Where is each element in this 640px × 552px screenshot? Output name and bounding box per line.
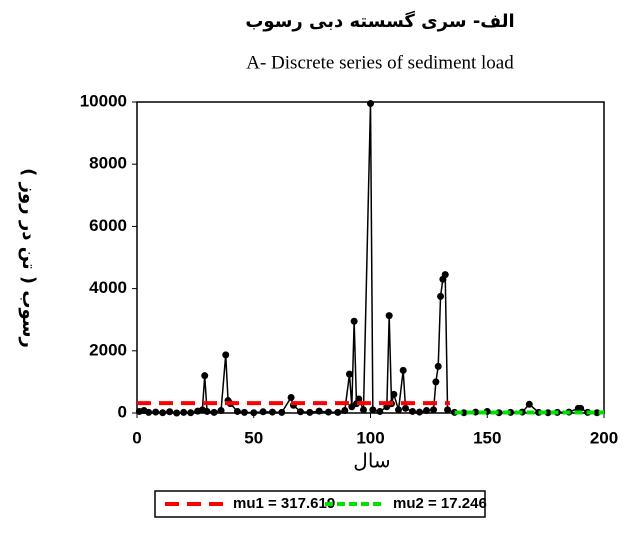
point [367, 100, 374, 108]
point [268, 408, 276, 416]
point [222, 351, 230, 359]
point [434, 362, 442, 370]
series-line [139, 103, 598, 414]
point [217, 407, 225, 415]
legend-box [154, 490, 486, 518]
legend-label: mu2 = 17.246 [393, 495, 487, 512]
point [159, 409, 167, 417]
point [409, 407, 417, 415]
point [399, 366, 407, 374]
point [350, 317, 358, 325]
x-tick-label: 0 [132, 428, 141, 447]
chart-subtitle: A- Discrete series of sediment load [246, 52, 514, 73]
point [259, 408, 267, 416]
point [395, 406, 403, 414]
point [315, 407, 323, 415]
point [278, 408, 286, 416]
y-tick-label: 10000 [80, 91, 127, 110]
x-tick-label: 50 [244, 428, 263, 447]
x-tick-label: 150 [473, 428, 501, 447]
legend-label: mu1 = 317.619 [233, 495, 335, 512]
point [240, 408, 248, 416]
point [359, 406, 367, 414]
point [250, 409, 258, 417]
point [444, 406, 452, 414]
point [577, 404, 585, 412]
y-tick-label: 8000 [89, 154, 127, 173]
y-tick-label: 4000 [89, 278, 127, 297]
y-tick-label: 2000 [89, 340, 127, 359]
point [324, 408, 332, 416]
point [430, 406, 438, 414]
x-tick-label: 100 [356, 428, 384, 447]
point [355, 395, 363, 403]
y-tick-label: 6000 [89, 216, 127, 235]
point [187, 409, 195, 417]
y-axis-label: رسوب ( تن در روز ) [18, 168, 39, 348]
point [369, 406, 377, 414]
point [203, 407, 211, 415]
point [145, 408, 153, 416]
point [441, 271, 449, 279]
point [210, 408, 218, 416]
point [341, 407, 349, 415]
point [306, 408, 314, 416]
point [525, 400, 533, 408]
point [296, 408, 304, 416]
point [432, 378, 440, 386]
x-tick-label: 200 [590, 428, 618, 447]
point [437, 292, 445, 300]
chart-title: الف- سری گسسته دبی رسوب [245, 10, 514, 32]
point [402, 404, 410, 412]
point [166, 408, 174, 416]
point [287, 393, 295, 401]
point [334, 408, 342, 416]
point [423, 407, 431, 415]
point [152, 408, 160, 416]
point [376, 407, 384, 415]
point [180, 408, 188, 416]
y-tick-label: 0 [118, 402, 127, 421]
point [416, 408, 424, 416]
point [201, 372, 209, 380]
point [345, 370, 353, 378]
x-axis-label: سال [353, 449, 390, 473]
point [233, 407, 241, 415]
point [173, 409, 181, 417]
point [390, 390, 398, 398]
point [385, 312, 393, 320]
